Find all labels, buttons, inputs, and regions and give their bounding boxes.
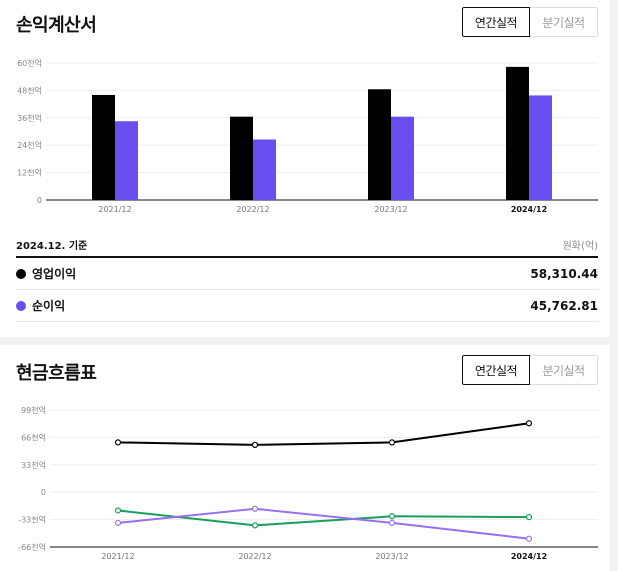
data-point <box>525 420 533 427</box>
period-toggle: 연간실적 분기실적 <box>462 7 598 37</box>
bar <box>391 116 414 200</box>
data-point <box>525 514 533 521</box>
legend-dot <box>16 300 26 311</box>
bar <box>92 94 115 200</box>
period-toggle: 연간실적 분기실적 <box>462 355 598 385</box>
y-tick-label: 60천억 <box>17 58 42 68</box>
y-tick-label: 99천억 <box>21 405 46 415</box>
y-tick-label: 24천억 <box>17 140 42 150</box>
unit-label: 원화(억) <box>562 241 598 252</box>
y-tick-label: 33천억 <box>21 460 46 470</box>
x-tick-label: 2021/12 <box>101 552 134 561</box>
quarterly-button[interactable]: 분기실적 <box>530 7 598 37</box>
data-point <box>114 519 122 527</box>
cashflow-card: 현금흐름표 연간실적 분기실적 -66천억 -33천억 0 33천억 66천억 99천억 2… <box>0 345 610 571</box>
y-tick-label: -66천억 <box>18 542 46 552</box>
y-tick-label: 0 <box>37 196 42 205</box>
y-tick-label: 66천억 <box>21 432 46 442</box>
y-tick-label: 36천억 <box>17 113 42 123</box>
series-line <box>117 507 530 540</box>
y-tick-label: 48천억 <box>17 85 42 95</box>
data-point <box>388 439 396 446</box>
basis-date: 2024.12. 기준 <box>16 241 88 252</box>
data-point <box>251 441 259 448</box>
series-line <box>117 509 530 527</box>
x-tick-label: 2024/12 <box>511 552 547 561</box>
annual-button[interactable]: 연간실적 <box>462 355 530 385</box>
divider <box>16 256 598 258</box>
y-tick-label: 0 <box>41 488 46 497</box>
cashflow-title: 현금흐름표 <box>16 363 97 384</box>
data-point <box>388 519 396 527</box>
data-point <box>251 522 259 529</box>
bar <box>230 116 253 200</box>
x-tick-label: 2023/12 <box>375 552 408 561</box>
data-point <box>388 513 396 520</box>
annual-button[interactable]: 연간실적 <box>462 7 530 37</box>
legend-label: 영업이익 <box>32 267 77 281</box>
series-line <box>117 422 530 446</box>
data-point <box>525 535 533 542</box>
legend-value: 45,762.81 <box>530 298 598 313</box>
quarterly-button[interactable]: 분기실적 <box>530 355 598 385</box>
bar <box>368 89 391 200</box>
bar <box>253 139 276 200</box>
bar <box>506 66 529 200</box>
legend-row-net-income: 순이익 45,762.81 <box>16 290 598 322</box>
bar <box>115 121 138 200</box>
data-point <box>114 439 122 446</box>
income-bar-chart: 0 12천억 24천억 36천억 48천억 60천억 2021/12 2022/12 2023/… <box>17 58 598 214</box>
x-tick-label: 2024/12 <box>511 205 547 214</box>
legend-row-operating-income: 영업이익 58,310.44 <box>16 258 598 290</box>
legend-value: 58,310.44 <box>530 266 598 281</box>
bar <box>529 95 552 200</box>
x-tick-label: 2023/12 <box>374 205 407 214</box>
x-tick-label: 2022/12 <box>236 205 269 214</box>
y-tick-label: -33천억 <box>18 515 46 525</box>
x-tick-label: 2022/12 <box>238 552 271 561</box>
data-point <box>114 507 122 514</box>
legend-dot <box>16 268 26 279</box>
income-statement-title: 손익계산서 <box>16 15 97 36</box>
x-tick-label: 2021/12 <box>98 205 131 214</box>
cashflow-line-chart: -66천억 -33천억 0 33천억 66천억 99천억 2021/12 2022/12 202… <box>18 405 598 561</box>
data-point <box>251 505 259 512</box>
legend-label: 순이익 <box>32 299 66 313</box>
income-statement-card: 손익계산서 연간실적 분기실적 0 12천억 24천억 36천억 48천억 60천억 202… <box>0 0 610 337</box>
y-tick-label: 12천억 <box>17 168 42 178</box>
